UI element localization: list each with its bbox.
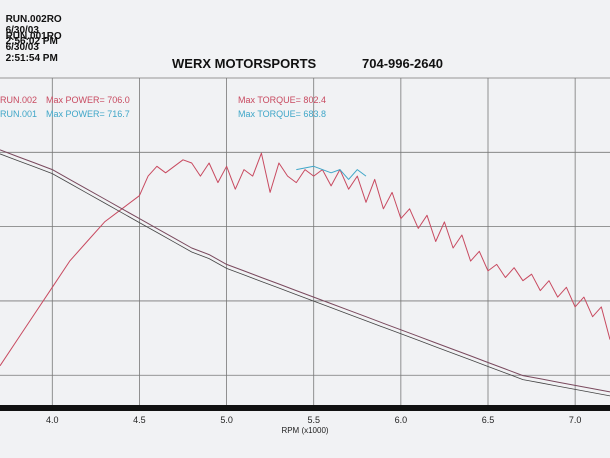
series-line: [0, 152, 610, 367]
legend-run-label: RUN.002: [0, 95, 37, 105]
run-label: RUN.002RO: [5, 14, 62, 25]
chart-axis: 4.0 4.5 5.0 5.5 6.0 6.5 7.0 RPM (x1000): [0, 405, 610, 435]
x-tick-label: 5.0: [220, 415, 233, 425]
x-axis-bar: [0, 405, 610, 411]
legend-torque: Max TORQUE= 802.4: [238, 95, 326, 105]
x-tick-label: 4.0: [46, 415, 59, 425]
legend-run-label: RUN.001: [0, 109, 37, 119]
series-line: [0, 153, 610, 397]
series-line: [296, 165, 367, 180]
phone-number: 704-996-2640: [362, 56, 443, 71]
run-header-1: RUN.002RO 6/30/03 2:56:02 PM: [0, 3, 62, 47]
run-date: 6/30/03: [5, 25, 39, 36]
run-date: 6/30/03: [5, 42, 39, 53]
x-axis-label: RPM (x1000): [281, 426, 328, 435]
run-header-2: RUN.001RO 6/30/03 2:51:54 PM: [0, 20, 62, 64]
x-tick-label: 7.0: [569, 415, 582, 425]
company-title: WERX MOTORSPORTS: [172, 56, 317, 71]
x-tick-label: 5.5: [307, 415, 320, 425]
legend-torque: Max TORQUE= 683.8: [238, 109, 326, 119]
chart-series: [0, 149, 610, 397]
legend-power: Max POWER= 706.0: [46, 95, 130, 105]
series-line: [0, 149, 610, 393]
chart-grid: [0, 77, 610, 405]
x-tick-label: 6.0: [395, 415, 408, 425]
chart-legend: RUN.002 Max POWER= 706.0 Max TORQUE= 802.4…: [0, 95, 326, 119]
run-time: 2:56:02 PM: [5, 36, 58, 47]
x-tick-label: 4.5: [133, 415, 146, 425]
run-label: RUN.001RO: [5, 31, 62, 42]
run-time: 2:51:54 PM: [5, 53, 58, 64]
legend-power: Max POWER= 716.7: [46, 109, 130, 119]
x-tick-label: 6.5: [482, 415, 495, 425]
